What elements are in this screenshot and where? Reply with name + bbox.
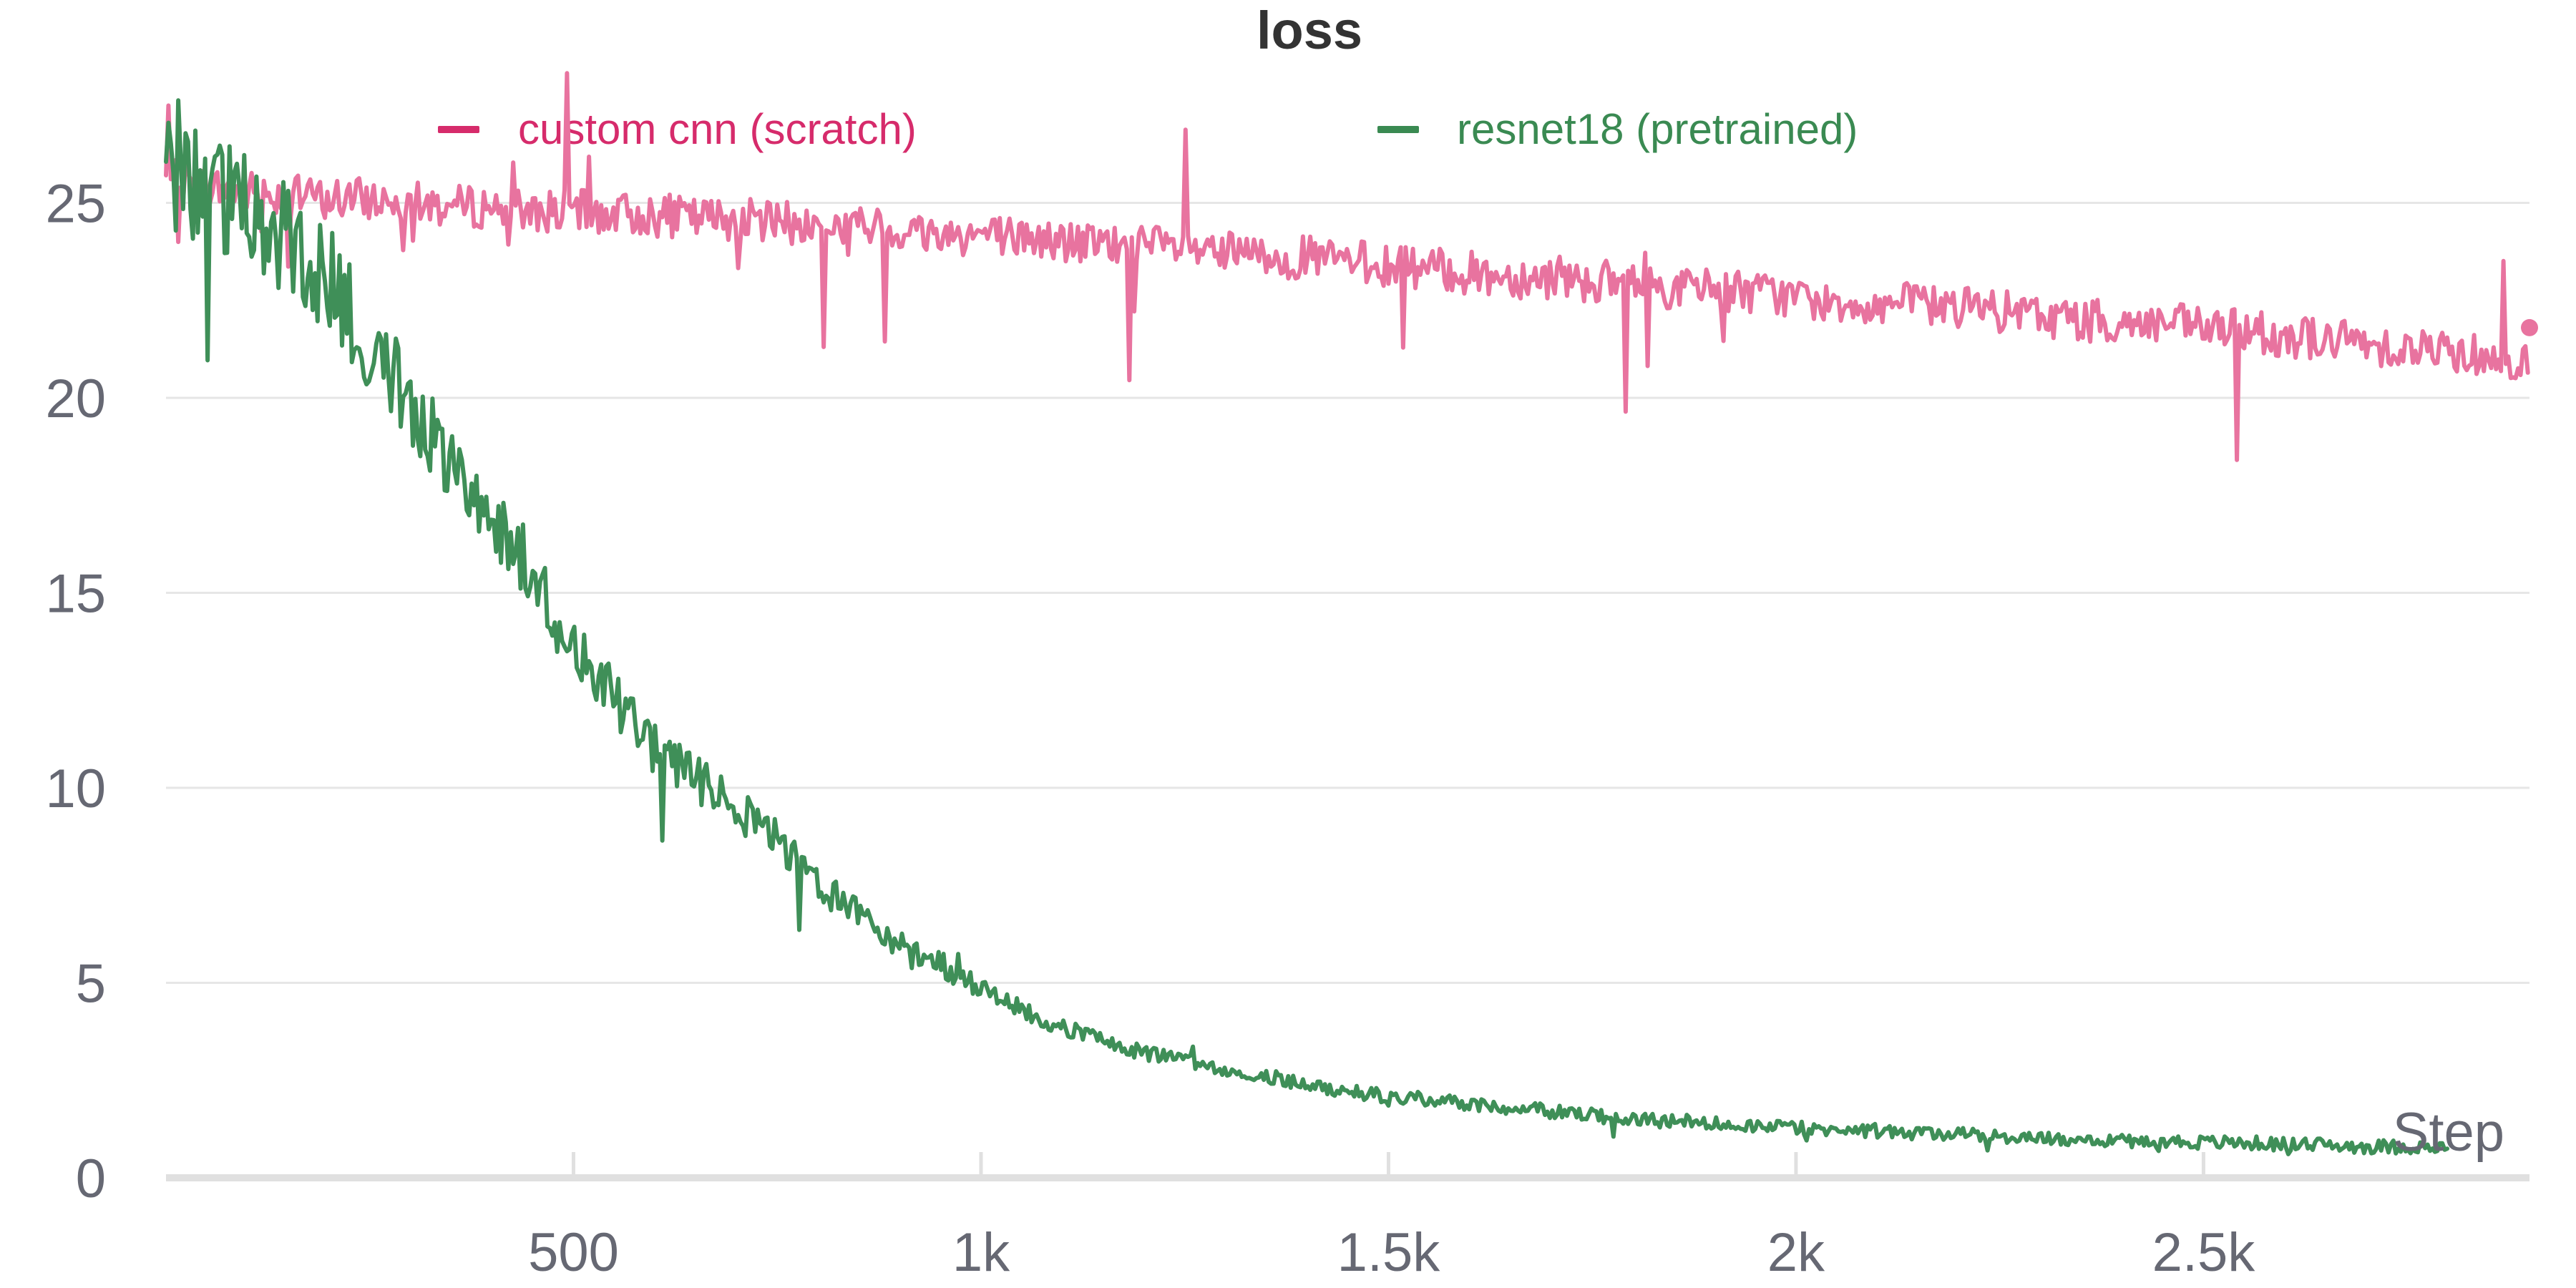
x-tick-label-1500: 1.5k (1337, 1222, 1441, 1283)
x-axis-label: Step (2393, 1102, 2504, 1163)
x-tick-label-2000: 2k (1767, 1222, 1825, 1283)
series-line-custom-cnn[interactable] (164, 71, 2530, 462)
y-tick-label-20: 20 (45, 369, 106, 429)
x-tick-label-2500: 2.5k (2152, 1222, 2256, 1283)
y-tick-label-10: 10 (45, 758, 106, 819)
chart-title: loss (1257, 1, 1362, 60)
series-layer (164, 71, 2530, 1156)
axes: 0 5 10 15 20 25 500 1k 1.5k 2k 2.5k (45, 174, 2529, 1283)
grid (166, 202, 2529, 984)
legend-swatch-custom-cnn (438, 126, 479, 133)
legend: custom cnn (scratch) resnet18 (pretraine… (438, 105, 1858, 153)
legend-label-custom-cnn: custom cnn (scratch) (518, 105, 917, 153)
y-tick-label-5: 5 (76, 954, 106, 1015)
legend-item-resnet18[interactable]: resnet18 (pretrained) (1377, 105, 1858, 153)
series-line-resnet18[interactable] (164, 98, 2449, 1156)
y-tick-label-15: 15 (45, 564, 106, 625)
legend-item-custom-cnn[interactable]: custom cnn (scratch) (438, 105, 917, 153)
y-tick-label-0: 0 (76, 1148, 106, 1209)
series-end-marker-custom-cnn[interactable] (2521, 318, 2538, 336)
x-tick-label-1000: 1k (952, 1222, 1010, 1283)
legend-swatch-resnet18 (1377, 126, 1419, 133)
x-tick-label-500: 500 (528, 1222, 619, 1283)
y-tick-label-25: 25 (45, 174, 106, 235)
legend-label-resnet18: resnet18 (pretrained) (1457, 105, 1858, 153)
x-axis-label-layer: Step (2393, 1102, 2504, 1163)
markers (2521, 318, 2538, 336)
